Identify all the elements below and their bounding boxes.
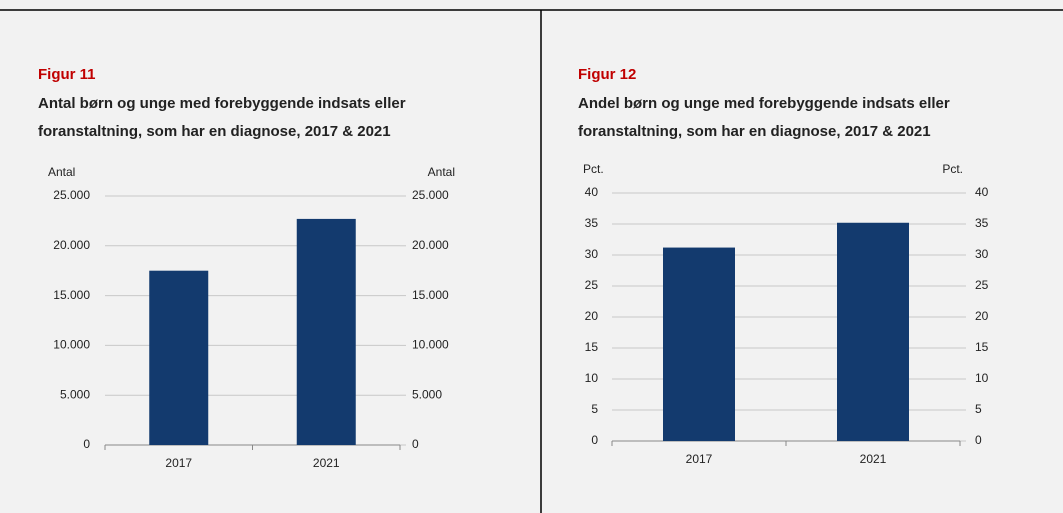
- y2-tick-label: 25: [975, 278, 989, 292]
- y-tick-label: 0: [591, 433, 598, 447]
- y2-tick-label: 10: [975, 371, 989, 385]
- y2-tick-label: 20.000: [412, 238, 449, 252]
- y2-tick-label: 5: [975, 402, 982, 416]
- y-tick-label: 0: [83, 437, 90, 451]
- chart-title: Andel børn og unge med forebyggende inds…: [578, 95, 950, 112]
- y2-tick-label: 35: [975, 216, 989, 230]
- y2-axis-label: Antal: [428, 165, 455, 179]
- y2-tick-label: 10.000: [412, 338, 449, 352]
- y-tick-label: 5: [591, 402, 598, 416]
- y2-axis-label: Pct.: [942, 162, 963, 176]
- x-tick-label: 2017: [165, 456, 192, 470]
- bar: [149, 270, 209, 445]
- chart-title: foranstaltning, som har en diagnose, 201…: [578, 123, 931, 140]
- y-tick-label: 5.000: [60, 387, 90, 401]
- y2-tick-label: 15: [975, 340, 989, 354]
- y-tick-label: 25: [585, 278, 599, 292]
- y2-tick-label: 25.000: [412, 188, 449, 202]
- y2-tick-label: 5.000: [412, 387, 442, 401]
- y-tick-label: 25.000: [53, 188, 90, 202]
- y-tick-label: 10.000: [53, 338, 90, 352]
- y-tick-label: 30: [585, 247, 599, 261]
- y-tick-label: 20: [585, 309, 599, 323]
- y2-tick-label: 0: [412, 437, 419, 451]
- y-tick-label: 35: [585, 216, 599, 230]
- x-tick-label: 2017: [686, 452, 713, 466]
- figure-label: Figur 12: [578, 66, 636, 83]
- y-tick-label: 20.000: [53, 238, 90, 252]
- y2-tick-label: 30: [975, 247, 989, 261]
- x-tick-label: 2021: [313, 456, 340, 470]
- y2-tick-label: 40: [975, 185, 989, 199]
- y2-tick-label: 0: [975, 433, 982, 447]
- y-axis-label: Pct.: [583, 162, 604, 176]
- y2-tick-label: 15.000: [412, 288, 449, 302]
- y2-tick-label: 20: [975, 309, 989, 323]
- y-tick-label: 10: [585, 371, 599, 385]
- chart-title: foranstaltning, som har en diagnose, 201…: [38, 123, 391, 140]
- y-axis-label: Antal: [48, 165, 75, 179]
- y-tick-label: 40: [585, 185, 599, 199]
- y-tick-label: 15.000: [53, 288, 90, 302]
- figure-label: Figur 11: [38, 66, 96, 83]
- bar: [663, 247, 735, 441]
- y-tick-label: 15: [585, 340, 599, 354]
- bar: [296, 218, 356, 445]
- chart-title: Antal børn og unge med forebyggende inds…: [38, 95, 406, 112]
- bar: [837, 222, 909, 441]
- x-tick-label: 2021: [860, 452, 887, 466]
